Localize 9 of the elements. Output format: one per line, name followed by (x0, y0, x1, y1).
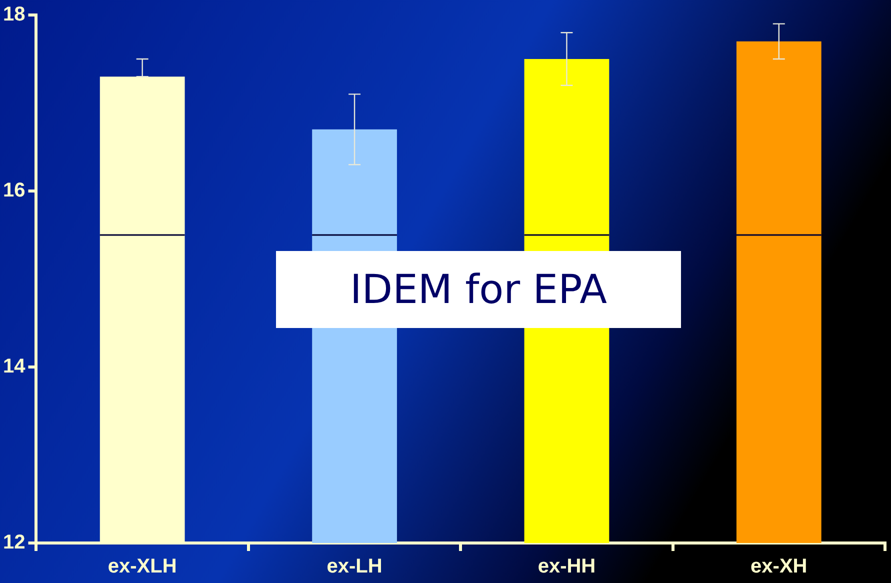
x-tick-label: ex-XH (750, 556, 808, 578)
y-tick-label: 18 (2, 4, 26, 26)
x-tick-label: ex-XLH (108, 556, 177, 578)
x-tick-label: ex-LH (326, 556, 382, 578)
y-tick-label: 14 (2, 356, 26, 378)
x-tick-label: ex-HH (538, 556, 596, 578)
y-tick-label: 16 (2, 180, 26, 202)
label-box: IDEM for EPA (276, 251, 681, 328)
y-tick-label: 12 (2, 532, 26, 554)
